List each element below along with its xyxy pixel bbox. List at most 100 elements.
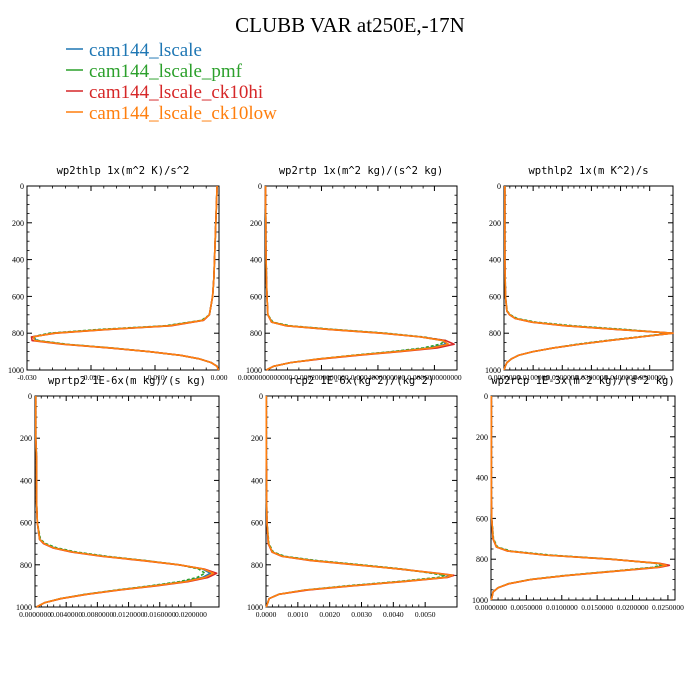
series-line <box>265 396 452 608</box>
x-tick-label: 0.0080000 <box>81 610 113 619</box>
series-line <box>30 185 220 371</box>
series-line <box>264 186 447 371</box>
plot-frame <box>264 185 458 371</box>
x-tick-label: 0.0050 <box>415 610 436 619</box>
x-tick-label: -0.010 <box>145 373 165 382</box>
series-line <box>34 396 215 608</box>
y-tick-label: 1000 <box>247 603 263 612</box>
chart-panel: wp2thlp 1x(m^2 K)/s^202004006008001000-0… <box>8 165 228 382</box>
series-line <box>32 185 220 371</box>
panel-title: wpthlp2 1x(m K^2)/s <box>528 165 648 177</box>
plot-frame <box>490 395 676 601</box>
x-tick-label: 0.0200000 <box>546 373 578 382</box>
y-tick-label: 0 <box>28 392 32 401</box>
series-line <box>503 186 671 371</box>
y-tick-label: 200 <box>251 434 263 443</box>
y-tick-label: 600 <box>20 519 32 528</box>
chart-panel: wpthlp2 1x(m K^2)/s 0 200 400 600 800 10000.00… <box>485 165 674 382</box>
x-tick-label: 0.0002000000000 <box>294 373 349 382</box>
y-tick-label: 0 <box>258 182 262 191</box>
x-tick-label: -0.020 <box>81 373 101 382</box>
y-tick-label: 1000 <box>16 603 32 612</box>
y-tick-label: 600 <box>250 292 262 301</box>
legend-entry: cam144_lscale_pmf <box>66 61 243 82</box>
panel-title: wprtp2 1E-6x(m kg)/(s kg) <box>48 375 206 387</box>
y-tick-label: 600 <box>12 292 24 301</box>
y-tick-label: 1000 <box>246 366 262 375</box>
x-tick-label: 0.0120000 <box>113 610 145 619</box>
x-tick-label: 0.0040 <box>383 610 404 619</box>
x-tick-label: 0.0000000 <box>475 603 507 612</box>
chart-panel: rcp2 1E-6x(kg^2)/(kg^2) 0 200 400 600 800 1000… <box>247 375 458 619</box>
y-tick-label: 200 <box>20 434 32 443</box>
x-tick-label: 0.0400000 <box>605 373 637 382</box>
legend-label: cam144_lscale_pmf <box>89 61 243 82</box>
y-tick-label: 1000 <box>485 366 501 375</box>
y-tick-label: 600 <box>476 514 488 523</box>
x-tick-label: 0.0500000 <box>634 373 666 382</box>
y-tick-label: 600 <box>251 519 263 528</box>
y-tick-label: 800 <box>12 329 24 338</box>
x-tick-label: 0.0100000 <box>546 603 578 612</box>
figure-title: CLUBB VAR at250E,-17N <box>235 13 465 37</box>
legend-label: cam144_lscale <box>89 40 202 61</box>
y-tick-label: 0 <box>484 392 488 401</box>
y-tick-label: 800 <box>250 329 262 338</box>
series-line <box>503 186 674 371</box>
panel-title: rcp2 1E-6x(kg^2)/(kg^2) <box>289 375 434 387</box>
y-tick-label: 400 <box>489 256 501 265</box>
series-line <box>264 186 455 371</box>
x-tick-label: 0.0160000 <box>144 610 176 619</box>
y-tick-label: 0 <box>259 392 263 401</box>
x-tick-label: 0.0040000 <box>50 610 82 619</box>
legend-entry: cam144_lscale_ck10hi <box>66 82 263 103</box>
x-tick-label: 0.0250000 <box>652 603 684 612</box>
legend-label: cam144_lscale_ck10hi <box>89 82 263 103</box>
series-line <box>34 396 212 608</box>
series-line <box>32 185 220 371</box>
plot-frame <box>34 395 220 608</box>
x-tick-label: -0.030 <box>17 373 37 382</box>
y-tick-label: 800 <box>476 555 488 564</box>
panel-title: wp2rtp 1x(m^2 kg)/(s^2 kg) <box>279 165 443 177</box>
x-tick-label: 0.0200000 <box>175 610 207 619</box>
x-tick-label: 0.0000000 <box>488 373 520 382</box>
panel-title: wp2thlp 1x(m^2 K)/s^2 <box>57 165 190 177</box>
x-tick-label: 0.0000000000000 <box>238 373 293 382</box>
legend-entry: cam144_lscale_ck10low <box>66 103 277 124</box>
x-tick-label: 0.0200000 <box>617 603 649 612</box>
y-tick-label: 400 <box>12 256 24 265</box>
series-line <box>264 186 447 371</box>
legend-label: cam144_lscale_ck10low <box>89 103 277 124</box>
panel-title: wp2rcp 1E-3x(m^2 kg)/(s^2 kg) <box>491 375 674 387</box>
x-tick-label: 0.0030 <box>351 610 372 619</box>
series-line <box>265 396 454 608</box>
y-tick-label: 800 <box>251 561 263 570</box>
y-tick-label: 1000 <box>472 596 488 605</box>
plot-frame <box>265 395 458 608</box>
y-tick-label: 600 <box>489 292 501 301</box>
series-line <box>490 396 668 601</box>
x-tick-label: 0.0006000000000 <box>407 373 462 382</box>
legend: cam144_lscalecam144_lscale_pmfcam144_lsc… <box>66 40 277 124</box>
y-tick-label: 200 <box>12 219 24 228</box>
x-tick-label: 0.000 <box>211 373 228 382</box>
y-tick-label: 400 <box>251 476 263 485</box>
series-line <box>264 186 450 371</box>
series-line <box>265 396 446 608</box>
chart-panel: wprtp2 1E-6x(m kg)/(s kg) 0 200 400 600 800 10… <box>16 375 220 619</box>
series-line <box>34 396 206 608</box>
series-line <box>34 396 218 608</box>
x-tick-label: 0.0150000 <box>581 603 613 612</box>
series-line <box>265 396 455 608</box>
chart-panel: wp2rcp 1E-3x(m^2 kg)/(s^2 kg)0 200 400 600 8… <box>472 375 684 612</box>
x-tick-label: 0.0050000 <box>510 603 542 612</box>
y-tick-label: 400 <box>20 476 32 485</box>
y-tick-label: 800 <box>20 561 32 570</box>
y-tick-label: 200 <box>250 219 262 228</box>
x-tick-label: 0.0004000000000 <box>351 373 406 382</box>
y-tick-label: 0 <box>20 182 24 191</box>
x-tick-label: 0.0000 <box>256 610 277 619</box>
y-tick-label: 200 <box>489 219 501 228</box>
